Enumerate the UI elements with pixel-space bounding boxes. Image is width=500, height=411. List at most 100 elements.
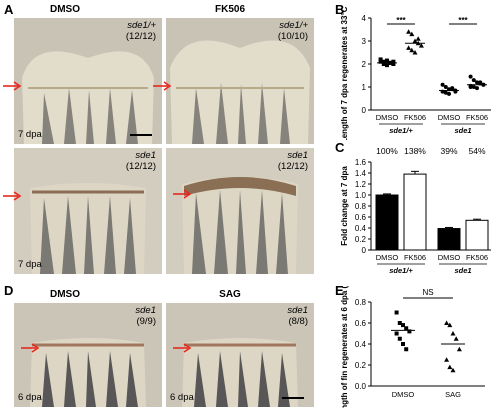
genotype-label: sde1 (135, 305, 156, 316)
chart-b-y-tick-label: 4 (362, 14, 367, 23)
chart-e-point (450, 331, 456, 336)
chart-c-y-tick-label: 0.6 (355, 213, 367, 222)
arrow-icon (2, 78, 22, 96)
panel-label-c: C (335, 140, 345, 155)
chart-b-point (415, 36, 421, 41)
count-label: (10/10) (277, 31, 308, 42)
panel-d-col-label-dmso: DMSO (50, 289, 80, 300)
dpa-label: 7 dpa (18, 129, 42, 140)
chart-b-x-tick-label: FK506 (404, 113, 426, 122)
panel-label-d: D (4, 283, 14, 298)
chart-b-point (378, 59, 383, 64)
chart-c-bar (437, 228, 461, 251)
chart-e-point (407, 329, 412, 334)
chart-b-point (478, 80, 483, 85)
chart-c-percent-label: 138% (404, 146, 426, 156)
chart-b-point (418, 43, 424, 48)
fin-photo-d2: sde1 (8/8) 6 dpa (166, 303, 314, 407)
chart-e-point (404, 347, 409, 352)
chart-b-point (443, 90, 448, 95)
chart-b-point (409, 47, 415, 53)
chart-e-y-axis-title: Length of fin regenerates at 6 dpa (mm) (340, 286, 349, 408)
chart-b-point (412, 50, 418, 55)
chart-c-y-axis-title: Fold change at 7 dpa (340, 166, 349, 246)
chart-b-point (409, 31, 415, 37)
chart-c-y-tick-label: 1.4 (355, 169, 367, 178)
chart-c-x-tick-label: DMSO (376, 253, 399, 262)
chart-c-y-tick-label: 1.2 (355, 180, 367, 189)
fin-photo-a2: sde1/+ (10/10) (166, 18, 314, 144)
count-label: (12/12) (277, 161, 308, 172)
panel-a-col-label-dmso: DMSO (50, 4, 80, 15)
fin-photo-a4: sde1 (12/12) (166, 148, 314, 274)
chart-b-point (406, 29, 412, 34)
chart-b-point (381, 59, 386, 64)
scale-bar (130, 134, 152, 136)
chart-e-point (444, 320, 450, 325)
chart-e-x-tick-label: SAG (445, 390, 461, 399)
chart-b-x-tick-label: DMSO (376, 113, 399, 122)
chart-b-point (391, 62, 396, 66)
chart-c-percent-label: 100% (376, 146, 398, 156)
chart-e-point (444, 357, 450, 362)
panel-label-a: A (4, 2, 14, 17)
chart-e-point (447, 364, 453, 370)
panel-d-col-label-sag: SAG (219, 289, 241, 300)
chart-e-point (447, 322, 453, 328)
chart-b: 0 1 2 3 4 Length of 7 dpa regenerates at 33°C… (340, 6, 491, 140)
chart-c-x-tick-label: FK506 (466, 253, 488, 262)
chart-e-point (404, 326, 409, 331)
count-label: (9/9) (136, 316, 156, 327)
chart-b-group-label: sde1/+ (389, 126, 413, 135)
chart-c-x-tick-label: FK506 (404, 253, 426, 262)
chart-b-point (475, 80, 479, 85)
arrow-icon (2, 188, 22, 206)
arrow-icon (20, 340, 40, 358)
count-label: (8/8) (288, 316, 308, 327)
chart-b-point (471, 85, 476, 89)
chart-c-y-tick-label: 0 (362, 246, 367, 255)
chart-e-sig-label: NS (422, 288, 433, 297)
chart-b-point (440, 82, 445, 87)
chart-c-bar (375, 194, 399, 251)
chart-b-x-tick-label: DMSO (438, 113, 461, 122)
chart-c-y-tick-label: 1.0 (355, 191, 367, 200)
chart-e-point (401, 323, 405, 328)
chart-e-y-tick-label: 0.4 (355, 340, 367, 349)
chart-b-y-tick-label: 3 (362, 37, 367, 46)
fin-photo-d1: sde1 (9/9) 6 dpa (14, 303, 162, 407)
chart-c-bar (403, 173, 427, 251)
chart-e-point (401, 342, 405, 346)
chart-c-x-tick-label: DMSO (438, 253, 461, 262)
chart-e-point (450, 367, 456, 373)
chart-b-sig-label: *** (396, 16, 406, 25)
chart-c-y-tick-label: 0.2 (355, 235, 367, 244)
panel-label-b: B (335, 2, 345, 17)
panel-a-col-label-fk506: FK506 (214, 4, 245, 15)
chart-b-sig-label: *** (458, 16, 468, 25)
genotype-label: sde1 (287, 305, 308, 316)
chart-b-group-label: sde1 (454, 126, 471, 135)
arrow-icon (172, 186, 192, 204)
scale-bar (282, 397, 304, 399)
genotype-label: sde1 (287, 150, 308, 161)
chart-b-point (381, 62, 386, 66)
count-label: (12/12) (125, 31, 156, 42)
chart-e-point (394, 331, 399, 336)
chart-e-y-tick-label: 0.6 (355, 319, 367, 328)
chart-c: 0 0.2 0.4 0.6 0.8 1.0 1.2 1.4 1.6 Fold change at … (340, 146, 491, 275)
chart-e-x-tick-label: DMSO (392, 390, 415, 399)
chart-b-point (385, 63, 389, 68)
dpa-label: 6 dpa (18, 392, 42, 403)
chart-e-y-tick-label: 0.2 (355, 361, 367, 370)
fin-photo-a3: sde1 (12/12) 7 dpa (14, 148, 162, 274)
dpa-label: 6 dpa (170, 392, 194, 403)
chart-b-y-tick-label: 2 (362, 60, 367, 69)
chart-c-y-tick-label: 0.8 (355, 202, 367, 211)
panel-label-e: E (335, 283, 344, 298)
genotype-label: sde1/+ (127, 20, 156, 31)
chart-e-y-tick-label: 0.0 (355, 382, 367, 391)
genotype-label: sde1/+ (279, 20, 308, 31)
count-label: (12/12) (125, 161, 156, 172)
chart-e-point (456, 346, 462, 352)
